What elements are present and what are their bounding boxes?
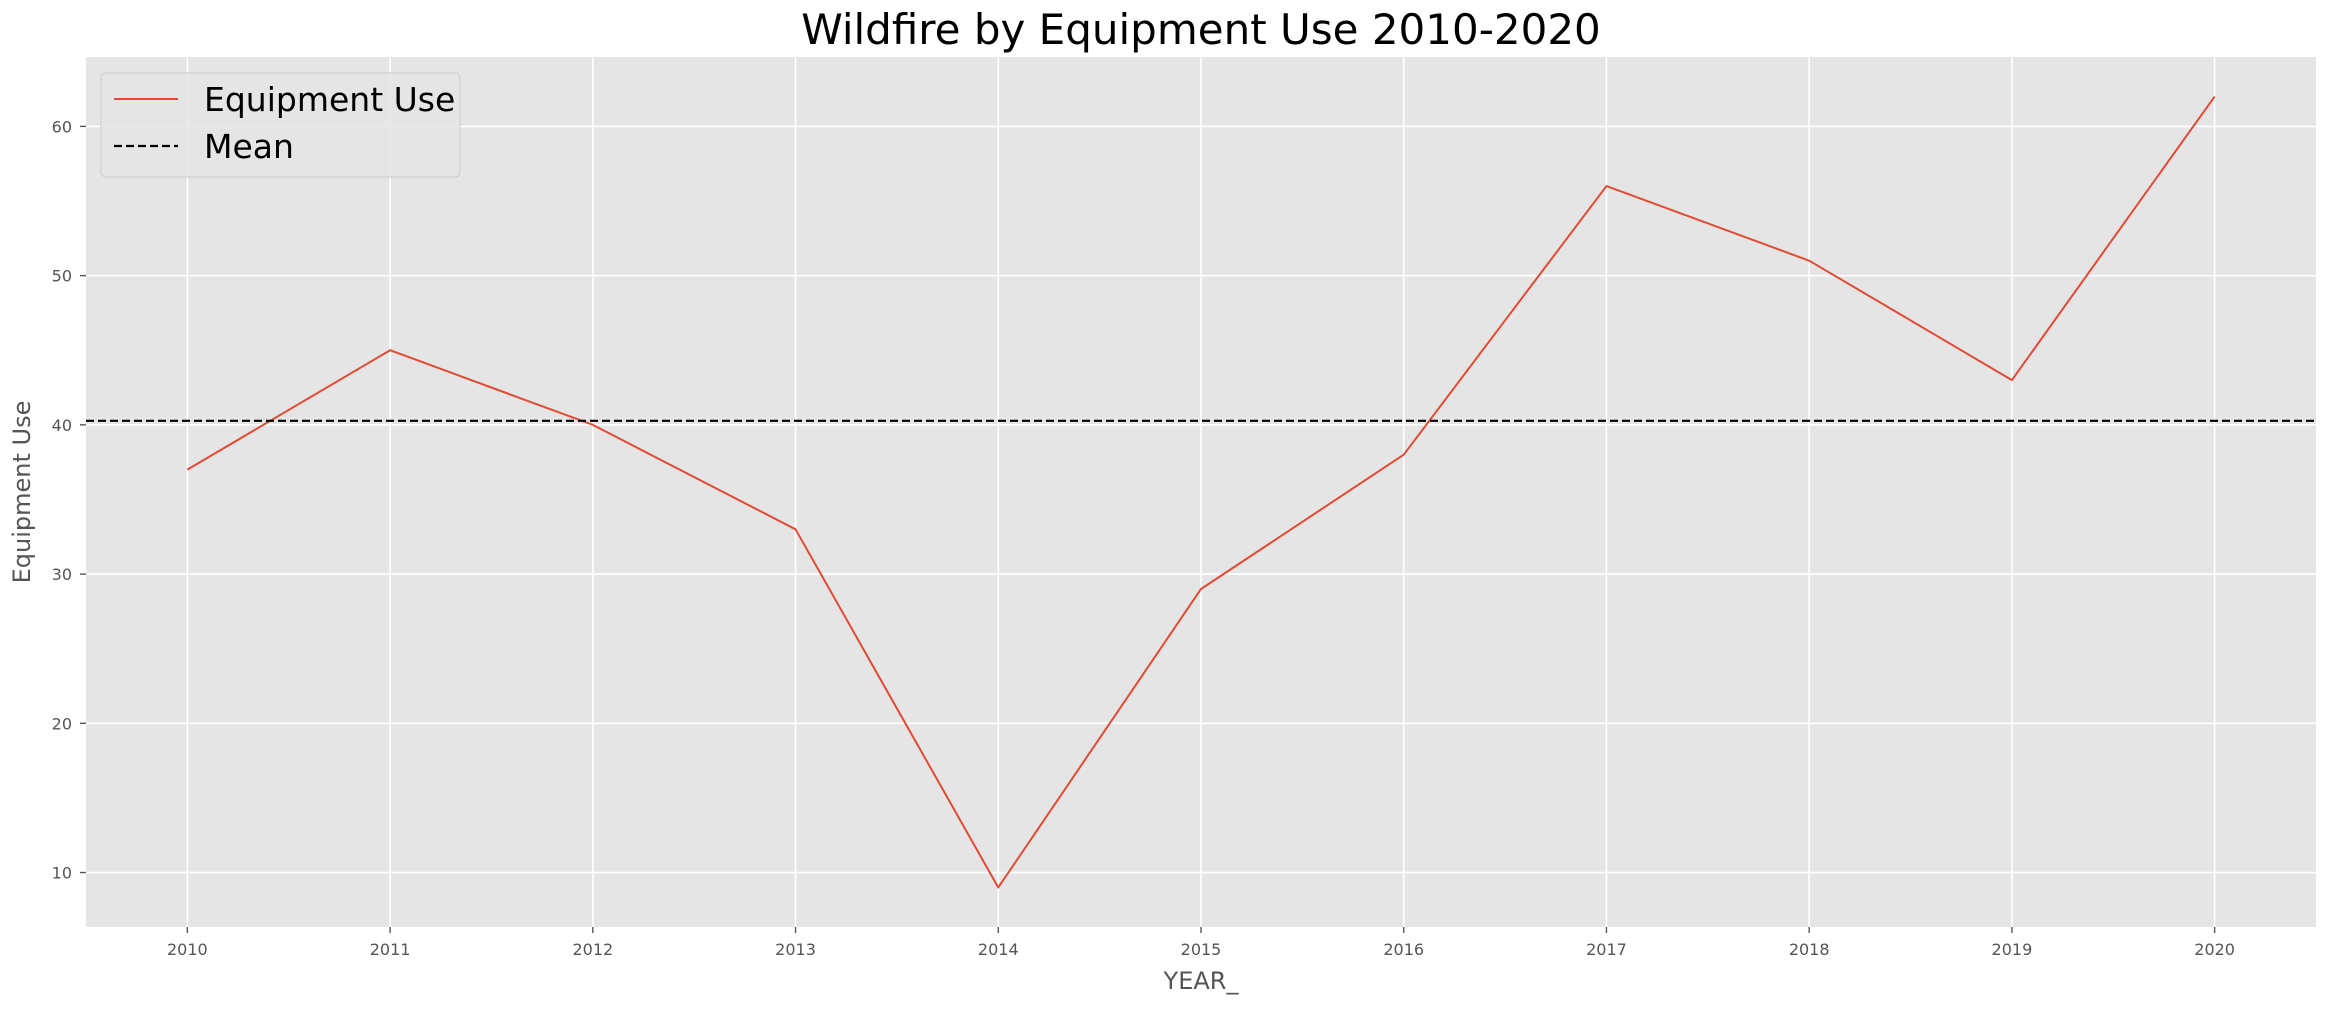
legend: Equipment Use Mean [101, 73, 460, 177]
y-tick-label-30: 30 [52, 565, 72, 584]
y-axis-label: Equipment Use [8, 401, 36, 584]
x-tick-label-2012: 2012 [572, 940, 613, 959]
x-tick-label-2013: 2013 [775, 940, 816, 959]
x-tick-label-2014: 2014 [978, 940, 1019, 959]
x-tick-label-2018: 2018 [1789, 940, 1830, 959]
legend-label-mean: Mean [204, 127, 294, 166]
x-tick-label-2016: 2016 [1383, 940, 1424, 959]
y-tick-label-10: 10 [52, 864, 72, 883]
y-tick-label-40: 40 [52, 416, 72, 435]
x-tick-label-2020: 2020 [2194, 940, 2235, 959]
y-tick-label-50: 50 [52, 267, 72, 286]
x-tick-label-2019: 2019 [1992, 940, 2033, 959]
legend-label-equipment-use: Equipment Use [204, 80, 455, 119]
x-tick-label-2017: 2017 [1586, 940, 1627, 959]
x-tick-label-2011: 2011 [370, 940, 411, 959]
x-tick-label-2010: 2010 [167, 940, 208, 959]
y-tick-label-60: 60 [52, 117, 72, 136]
chart-title: Wildfire by Equipment Use 2010-2020 [801, 5, 1601, 54]
x-tick-label-2015: 2015 [1181, 940, 1222, 959]
x-axis-label: YEAR_ [1163, 967, 1240, 995]
y-tick-label-20: 20 [52, 714, 72, 733]
